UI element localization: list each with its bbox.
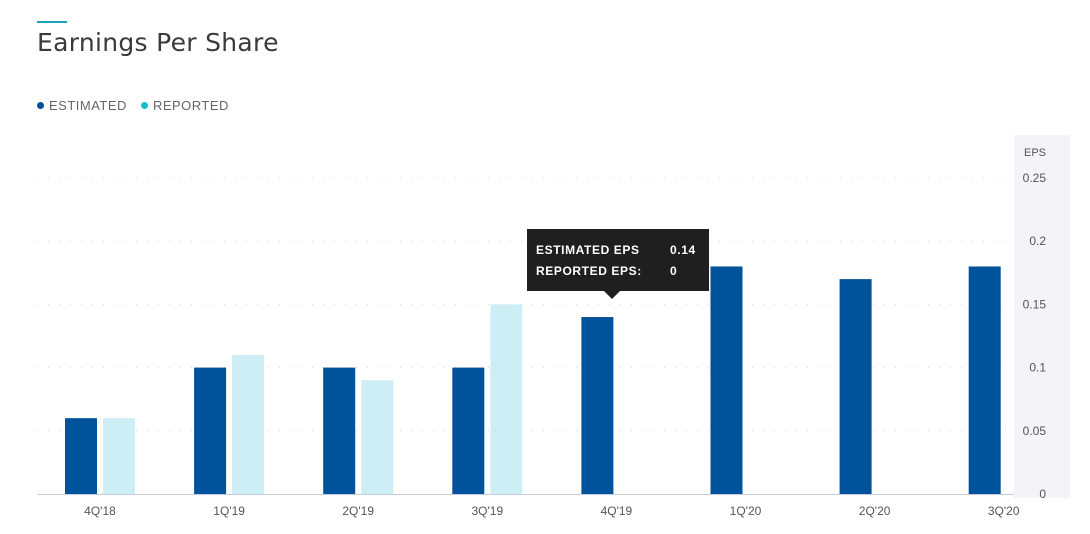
x-tick-label: 4Q'18 <box>84 504 116 518</box>
bar-estimated <box>710 266 743 494</box>
x-tick-label: 1Q'19 <box>213 504 245 518</box>
y-tick-label: 0.25 <box>1023 171 1047 185</box>
eps-tooltip: ESTIMATED EPS 0.14 REPORTED EPS: 0 <box>527 229 709 299</box>
bar-estimated <box>581 317 614 494</box>
y-axis-panel <box>1014 135 1070 498</box>
tooltip-estimated-value: 0.14 <box>670 242 696 257</box>
bar-estimated <box>968 266 1001 494</box>
tooltip-estimated-label: ESTIMATED EPS <box>536 242 640 257</box>
title-accent-line <box>37 21 67 23</box>
bar-reported <box>232 354 265 494</box>
legend-label-reported: REPORTED <box>152 98 229 113</box>
legend-label-estimated: ESTIMATED <box>49 98 127 113</box>
bar-estimated <box>323 367 356 494</box>
y-tick-label: 0.15 <box>1023 297 1047 311</box>
x-tick-label: 2Q'20 <box>859 504 891 518</box>
y-tick-label: 0.05 <box>1023 424 1047 438</box>
bar-estimated <box>452 367 485 494</box>
x-tick-label: 3Q'19 <box>471 504 503 518</box>
y-tick-label: 0.1 <box>1029 361 1046 375</box>
bar-reported <box>361 380 394 494</box>
tooltip-reported-value: 0 <box>670 263 678 278</box>
bar-reported <box>490 304 523 494</box>
legend-item-estimated[interactable]: ESTIMATED <box>37 98 127 113</box>
tooltip-reported-label: REPORTED EPS: <box>536 263 642 278</box>
x-tick-label: 3Q'20 <box>988 504 1020 518</box>
x-tick-label: 4Q'19 <box>601 504 633 518</box>
y-tick-label: 0.2 <box>1029 234 1046 248</box>
x-tick-label: 2Q'19 <box>342 504 374 518</box>
bar-estimated <box>839 279 872 494</box>
legend: ESTIMATED REPORTED <box>37 98 229 113</box>
legend-dot-reported <box>140 102 148 109</box>
tooltip-row-reported: REPORTED EPS: 0 <box>536 260 700 281</box>
x-tick-label: 1Q'20 <box>730 504 762 518</box>
bar-estimated <box>65 418 97 494</box>
bar-reported <box>103 418 135 494</box>
page-title: Earnings Per Share <box>37 28 279 57</box>
bar-estimated <box>194 367 227 494</box>
legend-item-reported[interactable]: REPORTED <box>140 98 229 113</box>
legend-dot-estimated <box>37 102 44 109</box>
y-axis-title: EPS <box>1024 147 1046 159</box>
y-tick-label: 0 <box>1039 487 1046 501</box>
tooltip-row-estimated: ESTIMATED EPS 0.14 <box>536 239 700 260</box>
